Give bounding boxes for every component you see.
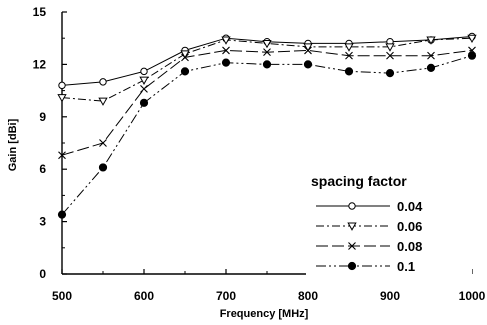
marker-circle-open — [99, 78, 107, 86]
series-0.08 — [58, 46, 476, 160]
marker-x — [263, 48, 271, 57]
legend-label: 0.04 — [397, 199, 423, 214]
marker-circle-filled — [221, 58, 231, 67]
legend-item-0.1: 0.1 — [316, 259, 415, 274]
marker-triangle-down — [344, 43, 354, 52]
legend-label: 0.08 — [397, 239, 422, 254]
marker-x — [386, 51, 394, 60]
marker-triangle-down — [57, 94, 67, 103]
legend-label: 0.06 — [397, 219, 422, 234]
marker-triangle-down — [98, 97, 108, 106]
marker-x — [427, 51, 435, 60]
marker-triangle-down — [347, 222, 357, 231]
series-layer — [57, 32, 477, 219]
legend-item-0.04: 0.04 — [316, 199, 423, 214]
marker-circle-filled — [98, 163, 108, 172]
x-tick-label: 800 — [298, 289, 318, 303]
x-tick-label: 700 — [216, 289, 236, 303]
marker-x — [345, 51, 353, 60]
marker-circle-filled — [467, 51, 477, 60]
legend-label: 0.1 — [397, 259, 415, 274]
marker-triangle-down — [426, 36, 436, 45]
marker-circle-filled — [426, 63, 436, 72]
marker-circle-filled — [303, 60, 313, 69]
y-tick-label: 0 — [39, 267, 46, 281]
marker-triangle-down — [180, 50, 190, 59]
legend-title: spacing factor — [311, 173, 407, 189]
marker-triangle-down — [385, 43, 395, 52]
y-tick-label: 6 — [39, 162, 46, 176]
marker-circle-open — [58, 81, 66, 90]
marker-circle-filled — [385, 69, 395, 78]
marker-circle-filled — [262, 60, 272, 69]
legend-item-0.06: 0.06 — [316, 219, 422, 234]
marker-circle-filled — [347, 261, 357, 271]
marker-x — [348, 242, 356, 250]
marker-circle-filled — [57, 210, 67, 219]
marker-circle-filled — [344, 67, 354, 76]
legend-box — [306, 168, 472, 276]
marker-circle-filled — [180, 67, 190, 76]
legend: spacing factor 0.04 0.06 0.08 0.1 — [306, 168, 472, 276]
marker-x — [58, 151, 66, 160]
x-tick-label: 900 — [380, 289, 400, 303]
marker-triangle-down — [139, 76, 149, 85]
x-axis-label: Frequency [MHz] — [220, 308, 309, 320]
marker-x — [181, 53, 189, 62]
y-tick-label: 3 — [39, 215, 46, 229]
marker-triangle-down — [467, 34, 477, 44]
marker-circle-filled — [139, 98, 149, 107]
y-tick-label: 9 — [39, 110, 46, 124]
x-tick-label: 600 — [134, 289, 154, 303]
marker-circle-open — [348, 202, 356, 210]
x-tick-label: 1000 — [459, 289, 486, 303]
marker-circle-open — [140, 67, 148, 76]
series-0.06 — [57, 34, 477, 106]
marker-x — [99, 139, 107, 147]
marker-x — [222, 46, 230, 55]
marker-triangle-down — [221, 36, 231, 45]
x-tick-label: 500 — [52, 289, 72, 303]
marker-x — [304, 46, 312, 55]
y-axis-label: Gain [dBi] — [7, 118, 19, 171]
marker-triangle-down — [262, 39, 272, 49]
y-tick-label: 15 — [33, 5, 47, 19]
series-0.1 — [57, 51, 477, 219]
legend-item-0.08: 0.08 — [316, 239, 422, 254]
y-tick-label: 12 — [33, 57, 47, 71]
marker-x — [140, 84, 148, 93]
marker-triangle-down — [303, 43, 313, 52]
